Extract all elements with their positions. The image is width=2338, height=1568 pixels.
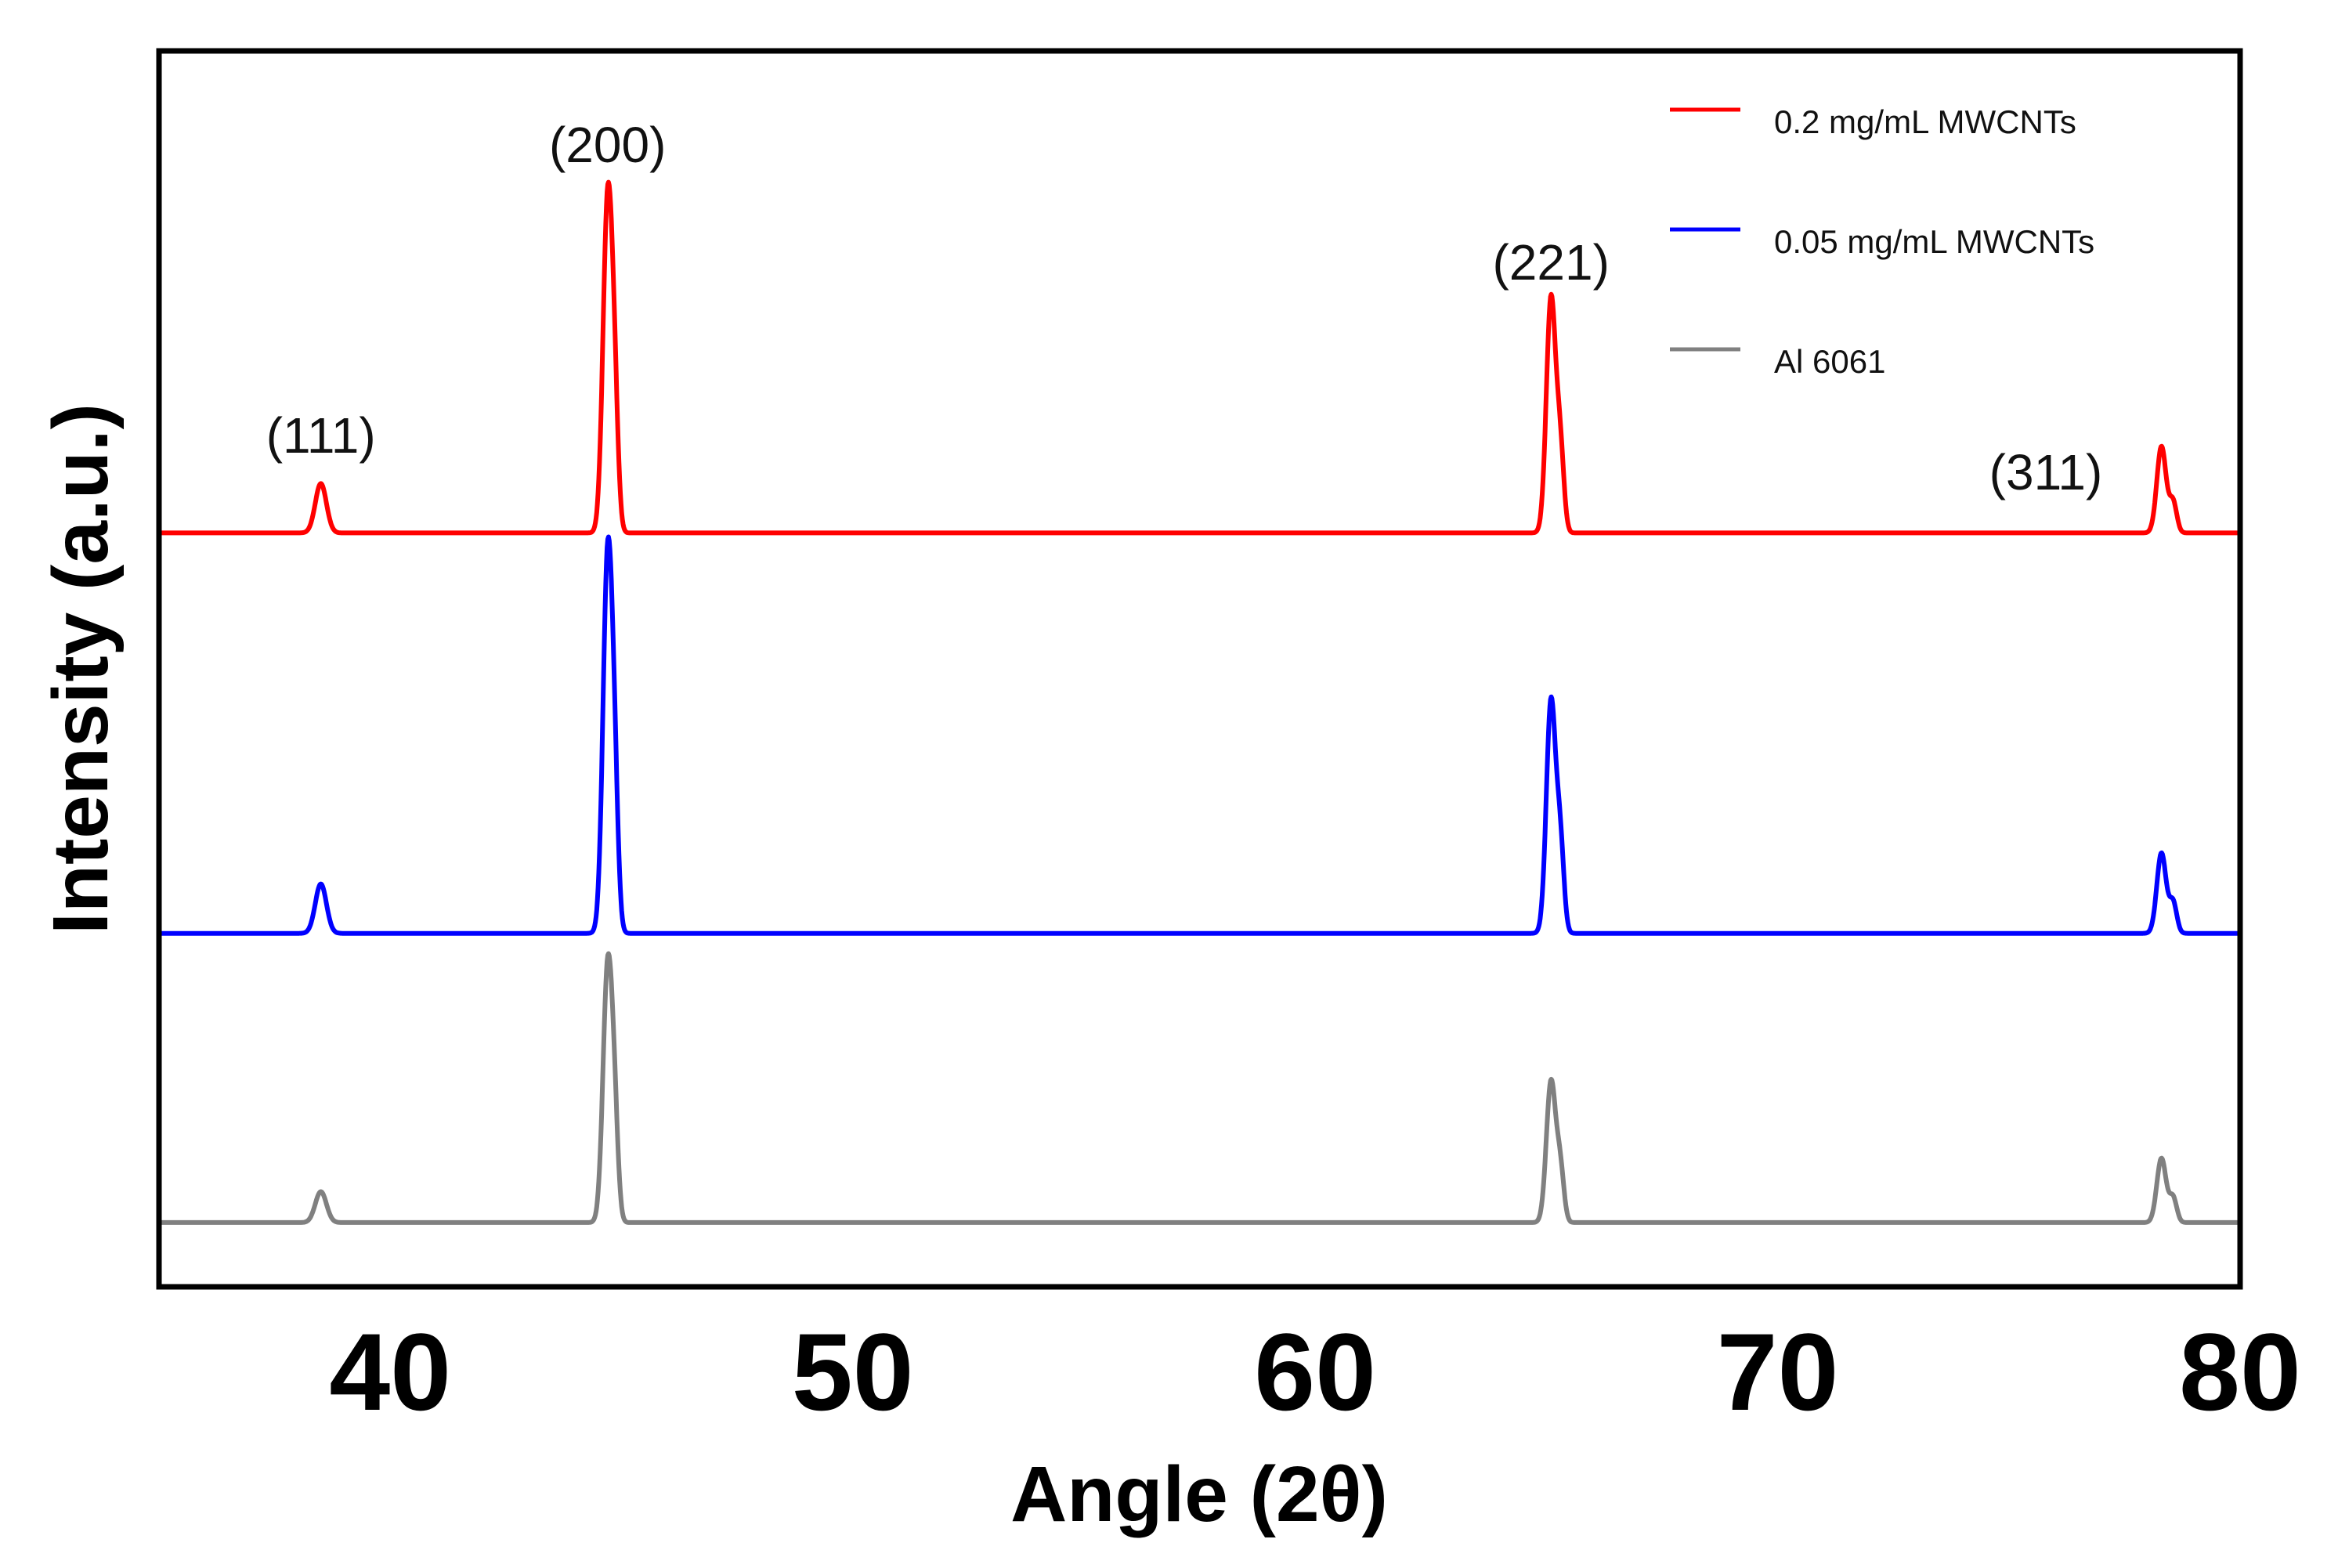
peak-label-2: (221): [1492, 234, 1609, 291]
x-tick-label-1: 50: [792, 1310, 914, 1433]
series-line-0: [157, 179, 2242, 536]
series-line-2: [157, 951, 2242, 1225]
series-layer: [157, 179, 2242, 1225]
plot-frame: [156, 48, 2243, 1290]
x-axis-label: Angle (2θ): [1010, 1451, 1388, 1538]
legend-label-2: Al 6061: [1774, 343, 1885, 380]
y-axis-label: Intensity (a.u.): [37, 403, 125, 934]
peak-label-3: (311): [1989, 444, 2103, 500]
peak-annotations: (111) (200) (221) (311): [266, 117, 2103, 500]
x-tick-label-0: 40: [329, 1310, 451, 1433]
x-tick-label-3: 70: [1717, 1310, 1839, 1433]
legend: 0.2 mg/mL MWCNTs 0.05 mg/mL MWCNTs Al 60…: [1670, 103, 2094, 380]
series-line-1: [157, 534, 2242, 936]
peak-label-1: (200): [549, 117, 666, 173]
x-tick-label-2: 60: [1254, 1310, 1376, 1433]
x-tick-label-4: 80: [2179, 1310, 2301, 1433]
x-tick-labels: 40 50 60 70 80: [329, 1310, 2301, 1433]
peak-label-0: (111): [266, 407, 376, 464]
legend-label-1: 0.05 mg/mL MWCNTs: [1774, 223, 2094, 260]
legend-label-0: 0.2 mg/mL MWCNTs: [1774, 103, 2076, 140]
